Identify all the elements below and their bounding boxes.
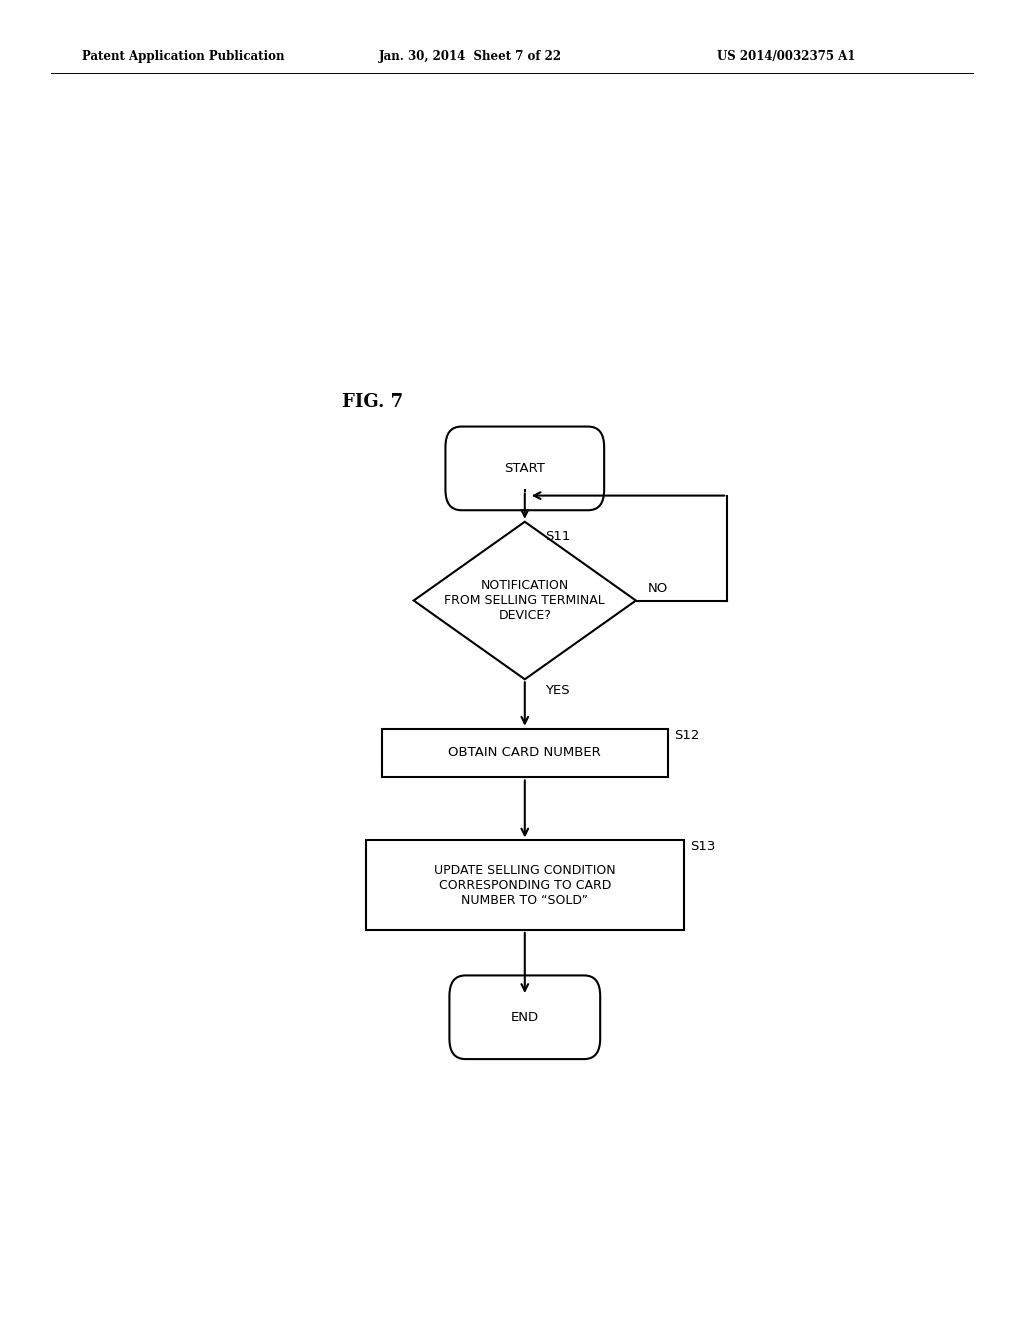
Text: US 2014/0032375 A1: US 2014/0032375 A1 xyxy=(717,50,855,63)
Text: S13: S13 xyxy=(690,841,715,854)
Text: S11: S11 xyxy=(545,529,570,543)
Polygon shape xyxy=(414,521,636,680)
Text: S12: S12 xyxy=(674,729,699,742)
Bar xyxy=(367,841,684,929)
Bar xyxy=(382,729,668,777)
Text: FIG. 7: FIG. 7 xyxy=(342,393,403,412)
Text: END: END xyxy=(511,1011,539,1024)
Text: YES: YES xyxy=(545,684,569,697)
FancyBboxPatch shape xyxy=(450,975,600,1059)
Text: UPDATE SELLING CONDITION
CORRESPONDING TO CARD
NUMBER TO “SOLD”: UPDATE SELLING CONDITION CORRESPONDING T… xyxy=(434,863,615,907)
FancyBboxPatch shape xyxy=(445,426,604,511)
Text: NO: NO xyxy=(648,582,668,595)
Text: NOTIFICATION
FROM SELLING TERMINAL
DEVICE?: NOTIFICATION FROM SELLING TERMINAL DEVIC… xyxy=(444,579,605,622)
Text: START: START xyxy=(505,462,545,475)
Text: Jan. 30, 2014  Sheet 7 of 22: Jan. 30, 2014 Sheet 7 of 22 xyxy=(379,50,562,63)
Text: Patent Application Publication: Patent Application Publication xyxy=(82,50,285,63)
Text: OBTAIN CARD NUMBER: OBTAIN CARD NUMBER xyxy=(449,747,601,759)
